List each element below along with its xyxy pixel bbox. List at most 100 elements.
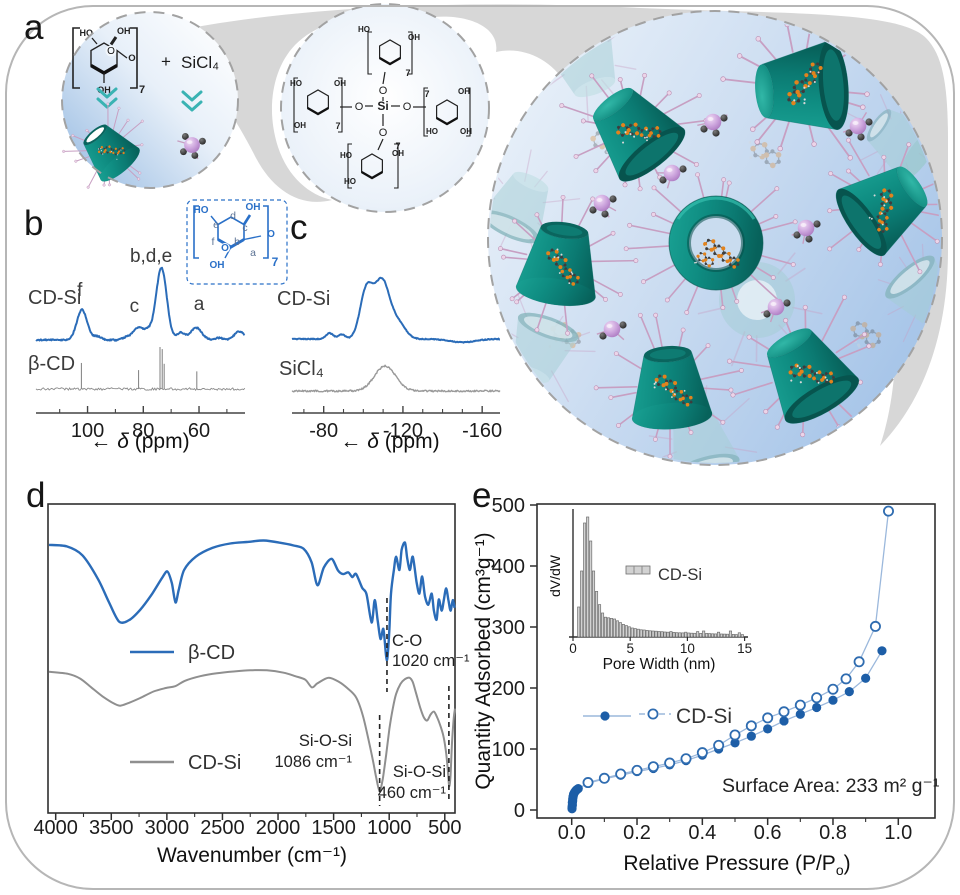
plus-sign: + bbox=[161, 52, 171, 71]
y-tick-label: 500 bbox=[492, 495, 525, 517]
carbon-letter: b bbox=[234, 236, 240, 248]
histogram-bar bbox=[583, 522, 587, 638]
histogram-bar bbox=[639, 629, 643, 638]
carbon-letter: f bbox=[212, 236, 215, 248]
molecule-cluster bbox=[111, 147, 126, 160]
carbon-letter: a bbox=[250, 247, 256, 259]
histogram-bar bbox=[690, 632, 694, 638]
x-tick-label: 4000 bbox=[33, 817, 78, 839]
histogram-bar bbox=[651, 630, 655, 638]
histogram-bar bbox=[580, 570, 584, 638]
repeat-count: 7 bbox=[405, 68, 410, 78]
adsorption-point bbox=[861, 673, 871, 683]
pore-distribution-inset: 0 5 10 15 Pore Width (nm) dV/dW CD-Si bbox=[547, 509, 752, 673]
molecule-cluster bbox=[639, 126, 662, 142]
histogram-bar bbox=[595, 591, 599, 638]
peak-label: c bbox=[130, 296, 140, 317]
histogram-bar bbox=[598, 604, 602, 638]
y-tick-label: 100 bbox=[492, 739, 525, 761]
hydroxyl-label: OH bbox=[97, 85, 111, 95]
panel-label-b: b bbox=[24, 204, 44, 243]
desorption-point bbox=[631, 764, 643, 776]
histogram-bar bbox=[711, 633, 715, 638]
adsorption-point bbox=[812, 702, 822, 713]
molecule-cluster bbox=[787, 80, 808, 106]
y-tick-label: 0 bbox=[514, 800, 525, 822]
dashed-circle-border bbox=[487, 10, 943, 466]
hydroxyl-label: OH bbox=[294, 121, 306, 130]
molecule-cluster bbox=[616, 122, 641, 144]
peak-annotation: 1086 cm⁻¹ bbox=[275, 753, 353, 771]
histogram-bar bbox=[740, 634, 744, 638]
x-tick-label: -80 bbox=[309, 420, 338, 442]
histogram-bar bbox=[630, 627, 634, 638]
panel-d-ftir: 4000 3500 3000 2500 2000 1500 1000 500 Wavenumbe… bbox=[33, 503, 470, 867]
cd-torus bbox=[623, 172, 798, 315]
inset-tick-label: 10 bbox=[680, 641, 695, 656]
histogram-bar bbox=[586, 516, 590, 638]
hydroxyl-label: HO bbox=[426, 127, 438, 136]
legend-label: β-CD bbox=[188, 642, 235, 664]
x-tick-label: 500 bbox=[428, 817, 461, 839]
histogram-bar bbox=[601, 612, 605, 638]
surface-area-annotation: Surface Area: 233 m² g⁻¹ bbox=[722, 775, 940, 797]
adsorption-point bbox=[877, 646, 887, 656]
molecule-cluster bbox=[804, 62, 823, 88]
desorption-point bbox=[853, 656, 865, 668]
cd-cone bbox=[559, 72, 709, 192]
histogram-bar bbox=[717, 631, 721, 638]
y-axis-title: Quantity Adsorbed (cm³g⁻¹) bbox=[472, 532, 495, 789]
x-tick-label: 100 bbox=[71, 420, 104, 442]
histogram-bar bbox=[636, 628, 640, 638]
silicon-label: Si bbox=[377, 99, 388, 113]
desorption-point bbox=[713, 739, 725, 751]
molecule-cluster bbox=[850, 321, 882, 349]
series-label: SiCl₄ bbox=[279, 358, 324, 380]
desorption-point bbox=[598, 772, 610, 784]
hydroxyl-label: OH bbox=[392, 149, 404, 158]
x-axis-title: Wavenumber (cm⁻¹) bbox=[157, 844, 347, 867]
histogram-bar bbox=[627, 626, 631, 638]
hydroxyl-label: OH bbox=[246, 202, 261, 213]
peak-annotation: C-O bbox=[392, 632, 422, 650]
histogram-bar bbox=[603, 616, 607, 638]
molecule-cluster bbox=[788, 363, 814, 384]
desorption-point bbox=[762, 712, 774, 724]
molecule-cluster bbox=[873, 188, 894, 213]
series-label: CD-Si bbox=[28, 287, 81, 309]
cd-cone bbox=[498, 194, 639, 336]
histogram-bar bbox=[624, 625, 628, 638]
repeat-count: 7 bbox=[424, 89, 429, 99]
repeat-count: 7 bbox=[139, 84, 145, 96]
histogram-bar bbox=[672, 632, 676, 638]
histogram-bar bbox=[592, 570, 596, 638]
carbon-letter: e bbox=[213, 219, 219, 231]
inset-tick-label: 0 bbox=[569, 641, 577, 656]
x-tick-label: 0.8 bbox=[819, 822, 847, 844]
histogram-bar bbox=[669, 631, 673, 638]
x-tick-label: 1000 bbox=[367, 817, 412, 839]
inset-tick-label: 15 bbox=[737, 641, 752, 656]
molecule-cluster bbox=[97, 145, 113, 155]
inset-tick-label: 5 bbox=[626, 641, 634, 656]
y-tick-label: 400 bbox=[492, 556, 525, 578]
hydroxyl-label: OH bbox=[210, 260, 225, 271]
sicl4-sphere bbox=[655, 164, 687, 189]
histogram-bar bbox=[714, 633, 718, 638]
adsorption-point bbox=[730, 738, 740, 748]
x-tick-label: -160 bbox=[462, 420, 502, 442]
histogram-bar bbox=[657, 631, 661, 638]
desorption-point bbox=[745, 720, 757, 732]
hydroxyl-label: HO bbox=[340, 151, 352, 160]
peak-annotation: Si-O-Si bbox=[393, 763, 446, 781]
nmr-trace bbox=[291, 276, 501, 344]
molecule-cluster bbox=[694, 252, 715, 268]
hydroxyl-label: HO bbox=[344, 177, 356, 186]
histogram-bar bbox=[696, 631, 700, 638]
y-tick-label: 200 bbox=[492, 678, 525, 700]
histogram-bar bbox=[725, 633, 729, 638]
